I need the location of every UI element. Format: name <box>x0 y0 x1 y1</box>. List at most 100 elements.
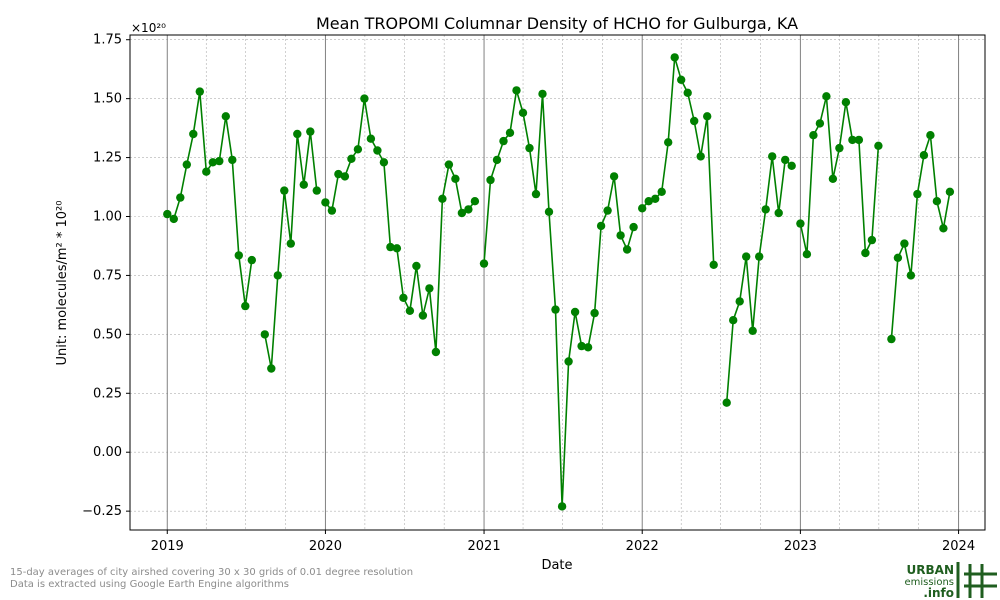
data-point <box>525 143 534 153</box>
data-point <box>405 306 415 315</box>
data-point <box>169 214 178 224</box>
data-point <box>583 343 593 352</box>
data-point <box>457 208 467 218</box>
data-point <box>787 161 796 170</box>
data-point <box>696 152 705 161</box>
data-point <box>321 198 330 207</box>
y-tick-label: 1.50 <box>93 92 122 107</box>
data-point <box>499 136 508 146</box>
grid <box>130 35 985 530</box>
data-point <box>761 205 770 214</box>
data-point <box>353 145 363 154</box>
data-point <box>848 135 857 145</box>
data-point <box>195 87 204 96</box>
data-point <box>622 245 632 254</box>
data-point <box>431 347 441 357</box>
data-point <box>690 116 699 126</box>
x-tick-label: 2023 <box>784 539 817 554</box>
x-tick-label: 2021 <box>468 539 501 554</box>
data-point <box>360 94 369 103</box>
data-point <box>399 293 408 302</box>
footnote-line-1: 15-day averages of city airshed covering… <box>10 567 414 578</box>
data-point <box>386 242 395 252</box>
data-point <box>280 186 289 195</box>
data-point <box>703 112 712 121</box>
data-point <box>451 174 460 183</box>
y-tick-label: −0.25 <box>82 504 122 519</box>
data-point <box>768 152 777 161</box>
x-tick-label: 2019 <box>151 539 184 554</box>
data-point <box>182 160 191 169</box>
data-point <box>464 205 473 214</box>
y-axis: −0.25 0.00 0.25 0.50 0.75 1.00 1.25 1.50 1.75 <box>82 33 130 519</box>
x-tick-label: 2020 <box>309 539 342 554</box>
data-point <box>683 88 692 98</box>
data-point <box>841 98 851 107</box>
data-point <box>189 129 198 139</box>
series-line <box>166 91 253 307</box>
data-point <box>327 206 337 215</box>
data-point <box>340 172 350 181</box>
data-point <box>557 502 567 511</box>
data-point <box>486 175 495 185</box>
data-point <box>293 129 302 139</box>
data-point <box>438 194 447 203</box>
data-point <box>796 219 805 228</box>
y-tick-label: 0.25 <box>93 386 122 401</box>
y-axis-label: Unit: molecules/m² * 10²⁰ <box>55 201 70 366</box>
data-point <box>347 154 356 163</box>
data-point <box>512 86 521 95</box>
data-point <box>774 208 783 218</box>
x-tick-label: 2024 <box>942 539 975 554</box>
data-point <box>651 194 660 203</box>
data-point <box>444 160 454 169</box>
data-point <box>163 209 172 219</box>
data-point <box>815 119 825 128</box>
data-point <box>518 108 528 118</box>
data-point <box>241 301 250 311</box>
data-point <box>664 138 673 147</box>
x-axis: 2019 2020 2021 2022 2023 2024 <box>151 530 975 554</box>
logo-word-info: .info <box>923 586 954 600</box>
x-tick-label: 2022 <box>626 539 659 554</box>
y-tick-label: 1.75 <box>93 33 122 48</box>
data-point <box>247 255 256 265</box>
data-point <box>312 186 321 195</box>
data-point <box>544 207 554 216</box>
data-point <box>392 244 402 253</box>
data-point <box>603 206 612 215</box>
data-point <box>629 222 638 232</box>
logo-word-urban: URBAN <box>907 563 954 577</box>
data-point <box>828 174 838 183</box>
data-point <box>729 316 738 325</box>
data-layer <box>163 53 955 511</box>
x-axis-label: Date <box>541 558 572 573</box>
data-point <box>616 231 625 240</box>
data-point <box>945 187 955 196</box>
y-tick-label: 1.25 <box>93 151 122 166</box>
data-point <box>802 250 812 259</box>
data-point <box>644 197 653 206</box>
data-point <box>722 398 731 407</box>
logo-hash-icon <box>956 562 997 598</box>
y-tick-label: 0.75 <box>93 268 122 283</box>
data-point <box>564 357 573 366</box>
series-line <box>324 98 476 353</box>
data-point <box>551 305 560 314</box>
y-tick-label: 1.00 <box>93 210 122 225</box>
data-point <box>867 235 877 245</box>
chart-title: Mean TROPOMI Columnar Density of HCHO fo… <box>316 14 798 33</box>
data-point <box>176 193 185 202</box>
data-point <box>835 143 844 153</box>
data-point <box>809 131 818 140</box>
data-point <box>781 155 790 165</box>
y-tick-label: 0.50 <box>93 327 122 342</box>
data-point <box>418 311 428 320</box>
series-line <box>890 134 951 340</box>
series-line <box>264 131 318 369</box>
y-multiplier-label: ×10²⁰ <box>131 21 166 35</box>
data-point <box>208 158 217 167</box>
data-point <box>893 253 903 262</box>
data-point <box>709 260 718 269</box>
